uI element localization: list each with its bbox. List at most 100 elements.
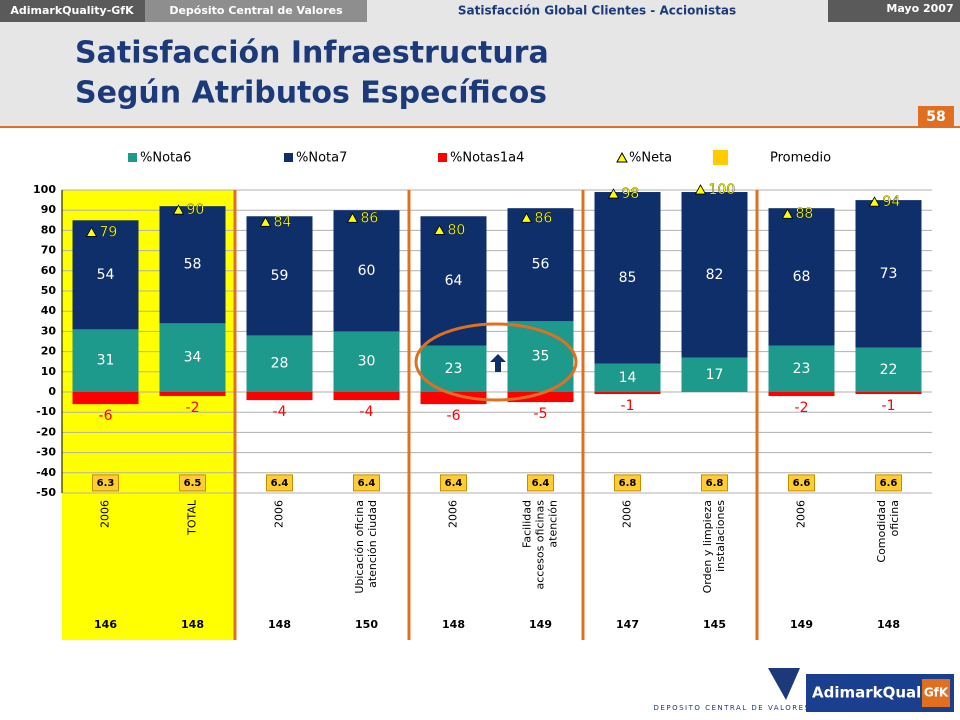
promedio-box [701, 474, 728, 492]
value-label: 60 [358, 263, 376, 279]
value-label: 73 [880, 266, 898, 282]
legend-label: %Nota7 [296, 151, 347, 166]
value-label: -1 [882, 398, 896, 414]
page-number: 58 [926, 109, 945, 125]
legend-swatch [128, 153, 137, 162]
highlight-oval [414, 322, 578, 402]
neta-marker [85, 226, 98, 237]
bar-nota6 [159, 323, 226, 392]
base-label: 146 [94, 618, 117, 631]
value-label: 59 [271, 268, 289, 284]
gfk-box [922, 679, 950, 707]
promedio-box [788, 474, 815, 492]
category-label: 2006 [621, 500, 634, 528]
value-label: -6 [447, 408, 461, 424]
legend-label: Promedio [770, 151, 831, 166]
bar-notas1a4 [246, 392, 313, 401]
category-line: accesos oficinas [534, 500, 547, 590]
gfk-text: GfK [924, 686, 949, 700]
base-label: 148 [442, 618, 465, 631]
base-label: 148 [181, 618, 204, 631]
bar-nota7 [72, 220, 139, 330]
value-label: 23 [445, 361, 463, 377]
category-label: 2006 [795, 500, 808, 528]
promedio-box [614, 474, 641, 492]
category-line: atención ciudad [366, 500, 379, 588]
promedio-label: 6.6 [880, 478, 898, 489]
value-label: 80 [448, 222, 466, 238]
category-line: TOTAL [186, 499, 199, 536]
category-line: Ubicación oficina [353, 500, 366, 594]
value-label: -2 [795, 400, 809, 416]
category-line: Comodidad [875, 500, 888, 563]
bar-nota6 [72, 329, 139, 392]
promedio-box [179, 474, 206, 492]
y-tick-label: 40 [41, 304, 57, 317]
legend-label: %Notas1a4 [450, 151, 524, 166]
value-label: 90 [187, 202, 205, 218]
base-label: 145 [703, 618, 726, 631]
y-tick-label: 10 [41, 365, 57, 378]
value-label: -4 [360, 404, 374, 420]
bar-nota7 [855, 200, 922, 348]
promedio-box [527, 474, 554, 492]
bar-notas1a4 [420, 392, 487, 405]
base-label: 149 [529, 618, 552, 631]
value-label: 56 [532, 257, 550, 273]
value-label: 28 [271, 356, 289, 372]
bar-notas1a4 [159, 392, 226, 397]
value-label: 86 [361, 210, 379, 226]
value-label: -6 [99, 408, 113, 424]
value-label: 58 [184, 257, 202, 273]
dcv-logo [768, 668, 800, 700]
dcv-text: DEPOSITO CENTRAL DE VALORES [654, 704, 811, 712]
bar-notas1a4 [72, 392, 139, 405]
category-line: 2006 [621, 500, 634, 528]
y-tick-label: 30 [41, 324, 57, 337]
bar-nota6 [507, 321, 574, 392]
chart: -50 -40 -30 -20 -10 0 10 20 30 40 50 60 70 80 90 100 %No… [33, 150, 932, 640]
category-line: oficina [888, 500, 901, 536]
neta-marker [172, 204, 185, 215]
promedio-label: 6.8 [619, 478, 637, 489]
brand: AdimarkQuality-GfK [10, 4, 134, 17]
legend-swatch [284, 153, 293, 162]
category-line: 2006 [795, 500, 808, 528]
bar-nota6 [768, 345, 835, 392]
neta-marker [433, 224, 446, 235]
value-label: 94 [883, 194, 901, 210]
value-label: 30 [358, 354, 376, 370]
neta-marker [781, 208, 794, 219]
bar-nota6 [681, 357, 748, 392]
category-label: TOTAL [186, 499, 199, 536]
bar-nota7 [333, 210, 400, 332]
value-label: -5 [534, 406, 548, 422]
y-tick-label: 60 [41, 264, 57, 277]
promedio-label: 6.5 [184, 478, 202, 489]
base-label: 148 [268, 618, 291, 631]
client-tab [145, 0, 367, 22]
value-label: 88 [796, 206, 814, 222]
neta-marker [520, 212, 533, 223]
base-label: 148 [877, 618, 900, 631]
y-tick-label: 100 [33, 183, 56, 196]
promedio-box [875, 474, 902, 492]
adimark-logo-text: AdimarkQuality [812, 684, 944, 702]
promedio-label: 6.6 [793, 478, 811, 489]
category-label: 2006 [447, 500, 460, 528]
arrow [490, 354, 506, 372]
y-tick-label: 50 [41, 284, 57, 297]
legend-label: %Nota6 [140, 151, 191, 166]
value-label: 98 [622, 186, 640, 202]
y-tick-label: -40 [36, 466, 56, 479]
promedio-box [266, 474, 293, 492]
category-label: 2006 [99, 500, 112, 528]
study: Satisfacción Global Clientes - Accionist… [458, 4, 736, 18]
y-tick-label: 0 [48, 385, 56, 398]
category-line: 2006 [447, 500, 460, 528]
y-tick-label: 80 [41, 223, 57, 236]
value-label: 79 [100, 224, 118, 240]
category-line: instalaciones [714, 500, 727, 572]
bar-nota6 [594, 363, 661, 392]
neta-marker [607, 188, 620, 199]
